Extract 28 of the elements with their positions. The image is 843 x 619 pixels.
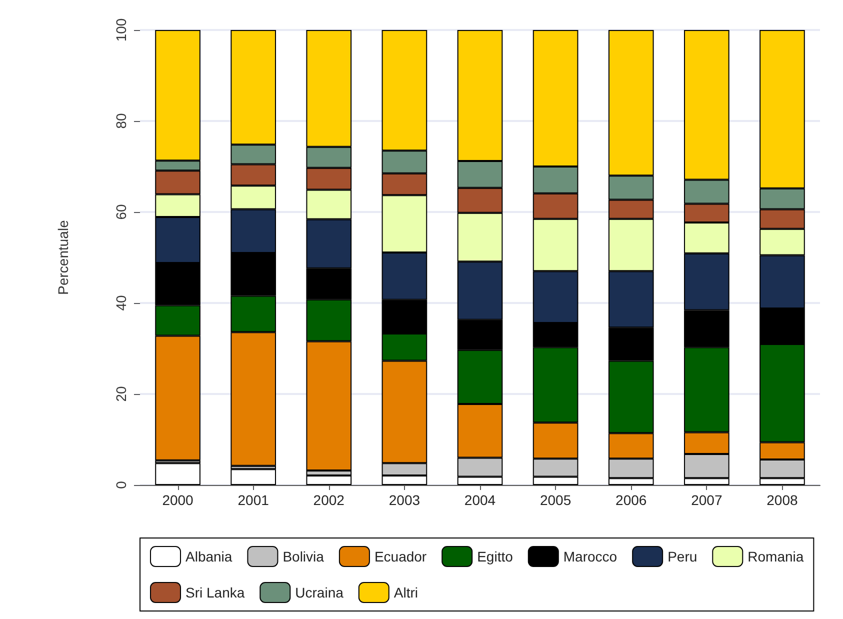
y-tick-label: 40 bbox=[113, 295, 129, 311]
y-tick-label: 0 bbox=[113, 480, 129, 489]
legend-label: Peru bbox=[668, 548, 698, 564]
legend-label: Marocco bbox=[563, 548, 618, 564]
y-tick-label: 60 bbox=[113, 204, 129, 220]
legend-label: Altri bbox=[394, 584, 418, 600]
y-tick-label: 20 bbox=[113, 386, 129, 402]
legend-label: Egitto bbox=[477, 548, 514, 564]
x-tick-label: 2008 bbox=[766, 492, 798, 508]
legend-label: Ucraina bbox=[295, 584, 344, 600]
x-tick-label: 2001 bbox=[238, 492, 270, 508]
x-tick-label: 2004 bbox=[464, 492, 496, 508]
bar bbox=[230, 469, 276, 485]
legend-label: Albania bbox=[186, 548, 232, 564]
y-tick-label: 100 bbox=[113, 18, 129, 42]
x-tick-label: 2007 bbox=[691, 492, 722, 508]
legend-label: Bolivia bbox=[282, 548, 324, 564]
y-axis-title: Percentuale bbox=[55, 220, 71, 295]
x-tick-label: 2002 bbox=[313, 492, 345, 508]
legend-label: Romania bbox=[748, 548, 804, 564]
y-tick-label: 80 bbox=[113, 113, 129, 129]
bar bbox=[155, 463, 200, 485]
legend-label: Sri Lanka bbox=[186, 584, 245, 600]
x-tick-label: 2003 bbox=[388, 492, 420, 508]
legend-label: Ecuador bbox=[374, 548, 427, 564]
x-tick-label: 2006 bbox=[616, 492, 647, 508]
x-tick-label: 2005 bbox=[540, 492, 572, 508]
x-tick-label: 2000 bbox=[162, 492, 194, 508]
